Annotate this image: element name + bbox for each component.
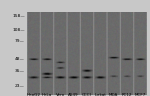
Text: MCF7: MCF7 [135,93,146,96]
Text: 108—: 108— [12,28,25,32]
Text: CCCI: CCCI [82,93,92,96]
Text: HepG2: HepG2 [27,93,41,96]
Text: 35—: 35— [15,69,25,73]
Text: HeLa: HeLa [42,93,52,96]
Text: 48—: 48— [15,57,25,61]
Text: PC12: PC12 [122,93,132,96]
Text: 79—: 79— [15,39,25,43]
Text: MDA: MDA [109,93,118,96]
Text: A549: A549 [68,93,79,96]
Text: Jurkat: Jurkat [94,93,106,96]
Text: 158—: 158— [12,14,25,18]
Text: Vero: Vero [56,93,65,96]
Text: 23—: 23— [15,84,25,88]
